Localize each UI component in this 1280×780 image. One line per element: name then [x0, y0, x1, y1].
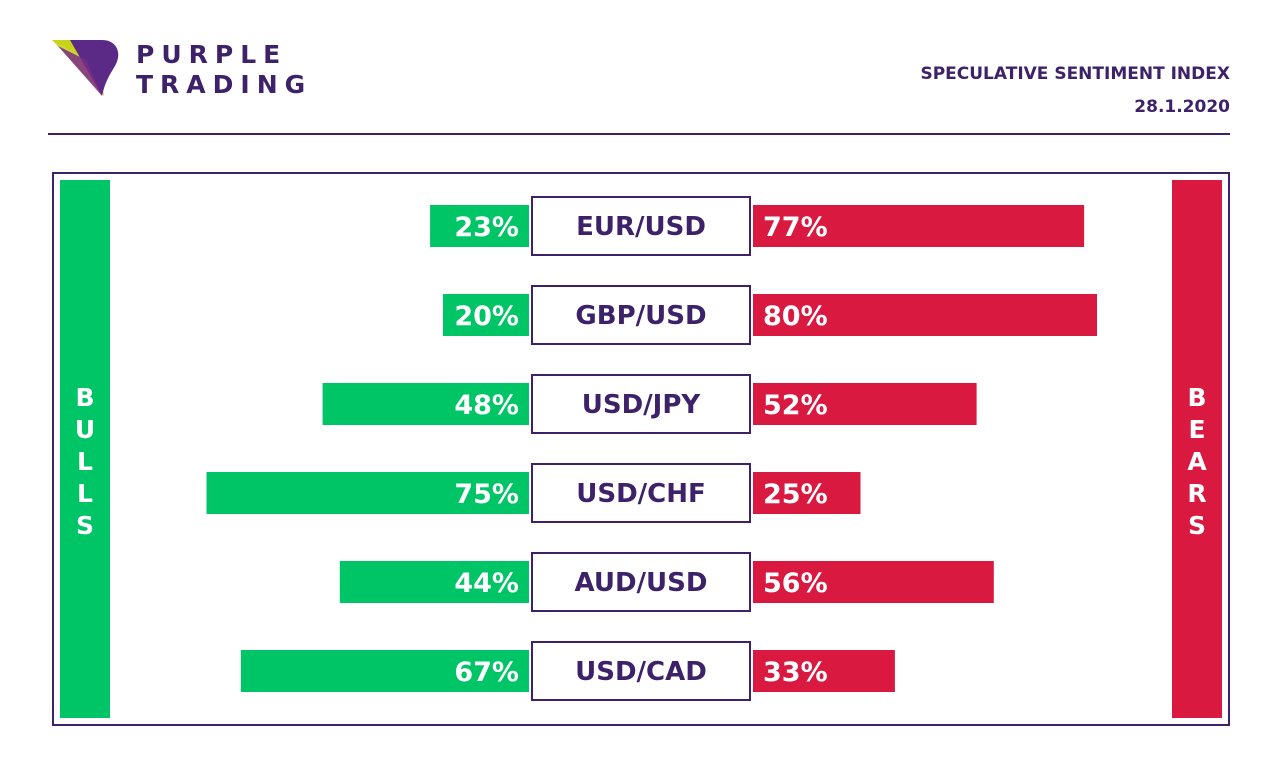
chart-frame	[52, 172, 1230, 726]
bear-bar	[753, 205, 1085, 247]
bears-label-letter: B	[1187, 383, 1207, 412]
pair-label: USD/JPY	[582, 390, 702, 420]
pair-box	[531, 641, 751, 701]
chart-row: USD/CHF 75% 25%	[206, 463, 861, 523]
header: SPECULATIVE SENTIMENT INDEX 28.1.2020	[920, 58, 1230, 124]
pair-box	[531, 552, 751, 612]
chart-row: USD/CAD 67% 33%	[240, 641, 895, 701]
bear-percent-label: 77%	[763, 212, 828, 243]
brand-line-2: TRADING	[136, 70, 313, 99]
bears-label-letter: S	[1187, 511, 1206, 540]
bear-bar	[753, 383, 977, 425]
bear-bar	[753, 472, 861, 514]
bears-label-letter: E	[1188, 415, 1206, 444]
bear-percent-label: 33%	[763, 657, 828, 688]
brand-name: PURPLE TRADING	[136, 40, 312, 100]
bulls-label-letter: S	[75, 511, 94, 540]
bear-percent-label: 80%	[763, 301, 828, 332]
pair-label: USD/CHF	[576, 479, 706, 509]
chart-row: EUR/USD 23% 77%	[430, 196, 1085, 256]
chart-row: USD/JPY 48% 52%	[322, 374, 977, 434]
bull-bar	[430, 205, 529, 247]
bear-bar	[753, 561, 994, 603]
bears-label-letter: R	[1187, 479, 1207, 508]
chart-row: GBP/USD 20% 80%	[443, 285, 1097, 345]
bulls-label-letter: B	[75, 383, 95, 412]
bear-bar	[753, 294, 1097, 336]
bear-percent-label: 25%	[763, 479, 828, 510]
pair-label: AUD/USD	[575, 568, 708, 598]
bulls-label-letter: L	[77, 447, 93, 476]
page-title: SPECULATIVE SENTIMENT INDEX	[920, 64, 1230, 84]
header-divider	[48, 133, 1230, 135]
bull-bar	[339, 561, 529, 603]
bulls-label-letter: U	[74, 415, 96, 444]
bull-bar	[443, 294, 529, 336]
bears-label-letter: A	[1187, 447, 1207, 476]
bull-percent-label: 23%	[454, 212, 519, 243]
bull-bar	[240, 650, 529, 692]
bear-bar	[753, 650, 895, 692]
brand-line-1: PURPLE	[136, 40, 288, 69]
pair-box	[531, 463, 751, 523]
pair-box	[531, 374, 751, 434]
bulls-label-letter: L	[77, 479, 93, 508]
pair-box	[531, 196, 751, 256]
chart-row: AUD/USD 44% 56%	[339, 552, 994, 612]
bull-bar	[322, 383, 529, 425]
pair-label: EUR/USD	[576, 212, 706, 242]
bull-percent-label: 20%	[454, 301, 519, 332]
pair-label: GBP/USD	[575, 301, 706, 331]
bear-percent-label: 56%	[763, 568, 828, 599]
bull-percent-label: 44%	[454, 568, 519, 599]
report-date: 28.1.2020	[1134, 97, 1230, 117]
pair-label: USD/CAD	[575, 657, 707, 687]
bull-percent-label: 67%	[454, 657, 519, 688]
pair-box	[531, 285, 751, 345]
bull-bar	[206, 472, 529, 514]
bull-percent-label: 48%	[454, 390, 519, 421]
purple-trading-logo-icon	[52, 40, 119, 96]
bull-percent-label: 75%	[454, 479, 519, 510]
bear-percent-label: 52%	[763, 390, 828, 421]
